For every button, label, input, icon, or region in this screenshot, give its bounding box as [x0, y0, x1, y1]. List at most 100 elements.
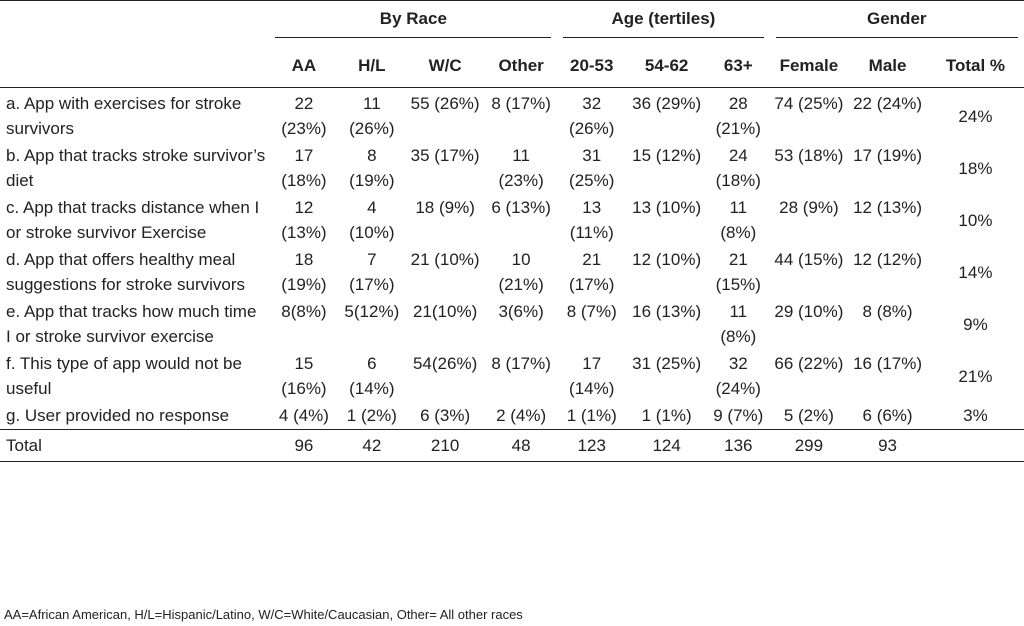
table-cell: 8(8%): [281, 302, 327, 321]
table-cell: 6 (14%): [349, 354, 395, 398]
column-header-other: Other: [484, 43, 558, 88]
header-group-gender: Gender: [769, 0, 1024, 43]
table-cell: 21(10%): [412, 302, 478, 321]
table-cell: 17 (19%): [853, 146, 923, 165]
table-cell: 3(6%): [498, 302, 544, 321]
table-cell: 21 (10%): [410, 250, 480, 269]
table-cell: 12 (12%): [853, 250, 923, 269]
table-cell: 8 (8%): [862, 302, 913, 321]
total-cell: 124: [626, 429, 708, 462]
table-total-row: Total 96 42 210 48 123 124 136 299 93: [0, 429, 1024, 462]
table-cell: 74 (25%): [774, 94, 844, 113]
total-cell: 210: [405, 429, 485, 462]
table-row: a. App with exercises for stroke survivo…: [0, 88, 1024, 143]
column-header-aa: AA: [269, 43, 339, 88]
table-cell: 8 (17%): [491, 354, 551, 373]
table-cell: 5(12%): [344, 302, 400, 321]
table-header: By Race Age (tertiles) Gender AA H/L W/C…: [0, 0, 1024, 88]
table-cell: 12 (10%): [632, 250, 702, 269]
table-footnote: AA=African American, H/L=Hispanic/Latino…: [4, 607, 523, 622]
table-cell: 21 (17%): [569, 250, 615, 294]
table-cell: 10 (21%): [498, 250, 544, 294]
table-cell: 53 (18%): [774, 146, 844, 165]
column-header-female: Female: [769, 43, 849, 88]
table-cell: 11 (26%): [349, 94, 395, 138]
table-cell: 16 (17%): [853, 354, 923, 373]
row-label: g. User provided no response: [6, 406, 230, 425]
table-cell: 54(26%): [412, 354, 478, 373]
total-cell: 93: [848, 429, 927, 462]
table-cell: 18 (9%): [415, 198, 475, 217]
total-cell: 299: [769, 429, 849, 462]
table-cell: 12 (13%): [853, 198, 923, 217]
header-group-row: By Race Age (tertiles) Gender: [0, 0, 1024, 43]
table-cell: 11 (23%): [498, 146, 544, 190]
table-cell: 17 (18%): [281, 146, 327, 190]
column-header-age-63-plus: 63+: [707, 43, 770, 88]
row-total-percent: 3%: [963, 406, 988, 425]
row-label: b. App that tracks stroke survivor’s die…: [6, 146, 266, 190]
table-cell: 11 (8%): [720, 198, 757, 242]
header-column-row: AA H/L W/C Other 20-53 54-62 63+ Female …: [0, 43, 1024, 88]
group-label-gender: Gender: [775, 6, 1018, 38]
table-row: c. App that tracks distance when I or st…: [0, 194, 1024, 246]
table-cell: 16 (13%): [632, 302, 702, 321]
row-total-percent: 14%: [958, 262, 993, 282]
table-cell: 8 (19%): [349, 146, 395, 190]
table-cell: 18 (19%): [281, 250, 327, 294]
row-label: d. App that offers healthy meal suggesti…: [6, 250, 246, 294]
table-body: a. App with exercises for stroke survivo…: [0, 88, 1024, 462]
row-total-percent: 21%: [958, 366, 993, 386]
table-cell: 35 (17%): [410, 146, 480, 165]
table-cell: 6 (3%): [420, 406, 471, 425]
table-cell: 17 (14%): [569, 354, 615, 398]
table-cell: 32 (24%): [715, 354, 761, 398]
table-cell: 2 (4%): [496, 406, 547, 425]
table-cell: 5 (2%): [783, 406, 834, 425]
table-cell: 31 (25%): [632, 354, 702, 373]
table-cell: 32 (26%): [569, 94, 615, 138]
total-cell: 96: [269, 429, 339, 462]
total-cell: 42: [338, 429, 406, 462]
row-label: c. App that tracks distance when I or st…: [6, 198, 260, 242]
table-cell: 36 (29%): [632, 94, 702, 113]
table-cell: 66 (22%): [774, 354, 844, 373]
column-header-male: Male: [848, 43, 927, 88]
total-cell: 136: [707, 429, 770, 462]
table-row: g. User provided no response 4 (4%) 1 (2…: [0, 402, 1024, 430]
table-cell: 22 (24%): [853, 94, 923, 113]
table-cell: 6 (13%): [491, 198, 551, 217]
app-preference-table: By Race Age (tertiles) Gender AA H/L W/C…: [0, 0, 1024, 462]
table-cell: 8 (7%): [566, 302, 617, 321]
table-cell: 6 (6%): [862, 406, 913, 425]
table-cell: 55 (26%): [410, 94, 480, 113]
table-cell: 11 (8%): [720, 302, 757, 346]
row-total-percent: 24%: [958, 106, 993, 126]
column-header-wc: W/C: [405, 43, 485, 88]
header-group-race: By Race: [269, 0, 558, 43]
table-cell: 4 (4%): [278, 406, 329, 425]
table-cell: 22 (23%): [281, 94, 327, 138]
table-cell: 44 (15%): [774, 250, 844, 269]
table-cell: 21 (15%): [715, 250, 761, 294]
column-header-hl: H/L: [338, 43, 406, 88]
table-row: e. App that tracks how much time I or st…: [0, 298, 1024, 350]
column-header-age-20-53: 20-53: [557, 43, 627, 88]
table-cell: 8 (17%): [491, 94, 551, 113]
table-cell: 4 (10%): [349, 198, 395, 242]
row-label: a. App with exercises for stroke survivo…: [6, 94, 242, 138]
table-row: f. This type of app would not be useful …: [0, 350, 1024, 402]
table-row: b. App that tracks stroke survivor’s die…: [0, 142, 1024, 194]
table-cell: 15 (16%): [281, 354, 327, 398]
row-total-percent: 10%: [958, 210, 993, 230]
column-header-total-percent: Total %: [926, 43, 1024, 88]
table-cell: 28 (21%): [715, 94, 761, 138]
header-group-age: Age (tertiles): [557, 0, 770, 43]
column-header-age-54-62: 54-62: [626, 43, 708, 88]
table-cell: 24 (18%): [715, 146, 761, 190]
row-label: f. This type of app would not be useful: [6, 354, 242, 398]
row-total-percent: 9%: [963, 314, 988, 334]
table-cell: 29 (10%): [774, 302, 844, 321]
table-cell: 1 (2%): [346, 406, 397, 425]
total-cell: 48: [484, 429, 558, 462]
